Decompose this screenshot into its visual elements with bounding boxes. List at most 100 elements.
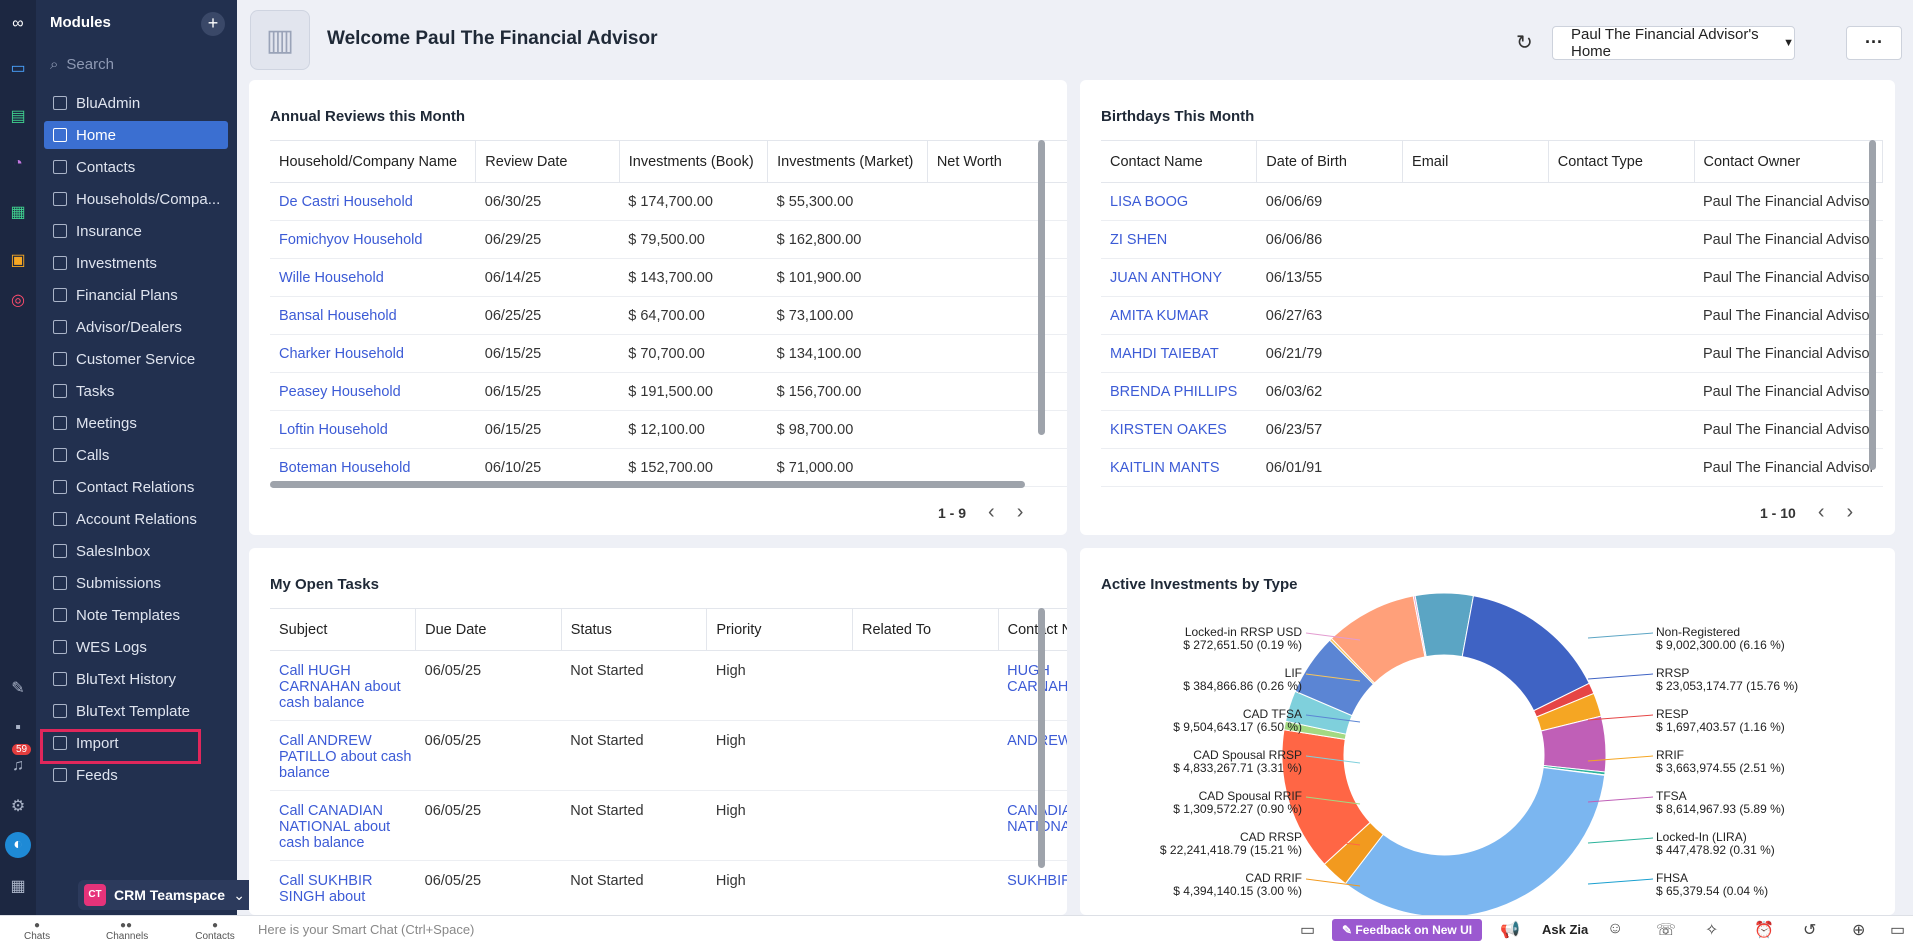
next-page-icon[interactable]: › bbox=[1846, 501, 1854, 523]
sidebar-item-salesinbox[interactable]: SalesInbox bbox=[44, 537, 228, 565]
table-row[interactable]: Peasey Household 06/15/25 $ 191,500.00 $ 15… bbox=[270, 372, 1067, 411]
sidebar-item-advisor-dealers[interactable]: Advisor/Dealers bbox=[44, 313, 228, 341]
history-icon[interactable]: ↺ bbox=[1803, 922, 1817, 939]
next-page-icon[interactable]: › bbox=[1016, 501, 1024, 523]
ask-zia-button[interactable]: Ask Zia bbox=[1542, 922, 1589, 937]
apps-grid-icon[interactable]: ▦ bbox=[10, 878, 26, 895]
home-selector[interactable]: Paul The Financial Advisor's Home ▼ bbox=[1552, 26, 1795, 60]
sidebar-item-contacts[interactable]: Contacts bbox=[44, 153, 228, 181]
teamspace-switcher[interactable]: CT CRM Teamspace ⌄ bbox=[78, 880, 257, 910]
record-link[interactable]: SUKHBIR bbox=[1007, 873, 1067, 889]
sidebar-item-blutext-template[interactable]: BluText Template bbox=[44, 697, 228, 725]
sidebar-item-note-templates[interactable]: Note Templates bbox=[44, 601, 228, 629]
chats-button[interactable]: ● Chats bbox=[24, 920, 50, 942]
column-header[interactable]: Contact N bbox=[998, 608, 1067, 651]
table-row[interactable]: Call ANDREW PATILLO about cash balance 06… bbox=[270, 720, 1067, 791]
megaphone-icon[interactable]: 📢 bbox=[1500, 922, 1520, 939]
column-header[interactable]: Contact Owner bbox=[1694, 140, 1883, 183]
call-icon[interactable]: ☏ bbox=[1656, 922, 1677, 939]
alarm-icon[interactable]: ⏰ bbox=[1754, 922, 1774, 939]
record-link[interactable]: KIRSTEN OAKES bbox=[1110, 421, 1227, 438]
contacts-button[interactable]: ● Contacts bbox=[195, 920, 235, 942]
sidebar-item-submissions[interactable]: Submissions bbox=[44, 569, 228, 597]
record-link[interactable]: Call SUKHBIR SINGH about bbox=[279, 873, 373, 905]
smart-chat-input[interactable]: Here is your Smart Chat (Ctrl+Space) bbox=[258, 922, 475, 937]
sidebar-item-wes-logs[interactable]: WES Logs bbox=[44, 633, 228, 661]
refresh-icon[interactable]: ↻ bbox=[1516, 32, 1533, 54]
table-row[interactable]: BRENDA PHILLIPS 06/03/62 Paul The Financia… bbox=[1101, 372, 1883, 411]
sidebar-item-contact-relations[interactable]: Contact Relations bbox=[44, 473, 228, 501]
table-row[interactable]: KIRSTEN OAKES 06/23/57 Paul The Financial … bbox=[1101, 410, 1883, 449]
cart-icon[interactable]: ▦ bbox=[10, 204, 26, 221]
table-row[interactable]: Call HUGH CARNAHAN about cash balance 06/… bbox=[270, 650, 1067, 721]
record-link[interactable]: BRENDA PHILLIPS bbox=[1110, 383, 1238, 400]
column-header[interactable]: Net Worth bbox=[927, 140, 1067, 183]
record-link[interactable]: LISA BOOG bbox=[1110, 193, 1189, 210]
column-header[interactable]: Related To bbox=[852, 608, 999, 651]
analytics-icon[interactable]: ▤ bbox=[10, 108, 26, 125]
sidebar-item-investments[interactable]: Investments bbox=[44, 249, 228, 277]
table-row[interactable]: MAHDI TAIEBAT 06/21/79 Paul The Financial … bbox=[1101, 334, 1883, 373]
sidebar-item-tasks[interactable]: Tasks bbox=[44, 377, 228, 405]
pie-icon[interactable]: ◔ bbox=[13, 155, 23, 172]
column-header[interactable]: Review Date bbox=[475, 140, 620, 183]
sidebar-item-insurance[interactable]: Insurance bbox=[44, 217, 228, 245]
record-link[interactable]: AMITA KUMAR bbox=[1110, 307, 1209, 324]
column-header[interactable]: Status bbox=[561, 608, 708, 651]
notes-icon[interactable]: ✎ bbox=[11, 680, 25, 697]
record-link[interactable]: JUAN ANTHONY bbox=[1110, 269, 1222, 286]
table-row[interactable]: De Castri Household 06/30/25 $ 174,700.00 $… bbox=[270, 182, 1067, 221]
zia-icon[interactable]: ✧ bbox=[1705, 922, 1719, 939]
column-header[interactable]: Investments (Market) bbox=[767, 140, 928, 183]
user-avatar[interactable]: ◐ bbox=[5, 832, 31, 858]
sidebar-item-import[interactable]: Import bbox=[44, 729, 228, 757]
record-link[interactable]: MAHDI TAIEBAT bbox=[1110, 345, 1219, 362]
sidebar-item-feeds[interactable]: Feeds bbox=[44, 761, 228, 789]
record-link[interactable]: KAITLIN MANTS bbox=[1110, 459, 1220, 476]
folder-icon[interactable]: ▭ bbox=[10, 60, 26, 77]
column-header[interactable]: Date of Birth bbox=[1256, 140, 1404, 183]
table-row[interactable]: Bansal Household 06/25/25 $ 64,700.00 $ 73,… bbox=[270, 296, 1067, 335]
record-link[interactable]: ZI SHEN bbox=[1110, 231, 1168, 248]
column-header[interactable]: Household/Company Name bbox=[270, 140, 477, 183]
table-row[interactable]: Fomichyov Household 06/29/25 $ 79,500.00 $ … bbox=[270, 220, 1067, 259]
screen-icon[interactable]: ▭ bbox=[1300, 922, 1316, 939]
record-link[interactable]: Boteman Household bbox=[279, 459, 411, 476]
accessibility-icon[interactable]: ⊕ bbox=[1852, 922, 1866, 939]
sidebar-item-financial-plans[interactable]: Financial Plans bbox=[44, 281, 228, 309]
column-header[interactable]: Contact Type bbox=[1548, 140, 1695, 183]
sidebar-item-home[interactable]: Home bbox=[44, 121, 228, 149]
column-header[interactable]: Email bbox=[1402, 140, 1549, 183]
sidebar-item-bluadmin[interactable]: BluAdmin bbox=[44, 89, 228, 117]
birthdays-vscroll[interactable] bbox=[1869, 140, 1876, 470]
calendar-icon[interactable]: ▪ bbox=[15, 719, 21, 736]
donut-slice[interactable] bbox=[1344, 766, 1606, 915]
sidebar-item-blutext-history[interactable]: BluText History bbox=[44, 665, 228, 693]
table-row[interactable]: Charker Household 06/15/25 $ 70,700.00 $ 13… bbox=[270, 334, 1067, 373]
column-header[interactable]: Investments (Book) bbox=[619, 140, 769, 183]
record-link[interactable]: Fomichyov Household bbox=[279, 231, 423, 248]
column-header[interactable]: Due Date bbox=[415, 608, 562, 651]
column-header[interactable]: Priority bbox=[706, 608, 853, 651]
record-link[interactable]: Peasey Household bbox=[279, 383, 401, 400]
sidebar-item-calls[interactable]: Calls bbox=[44, 441, 228, 469]
feedback-button[interactable]: ✎ Feedback on New UI bbox=[1332, 919, 1482, 941]
record-link[interactable]: Charker Household bbox=[279, 345, 404, 362]
table-row[interactable]: Boteman Household 06/10/25 $ 152,700.00 $ 7… bbox=[270, 448, 1067, 487]
record-link[interactable]: Call ANDREW PATILLO about cash balance bbox=[279, 733, 412, 781]
table-row[interactable]: KAITLIN MANTS 06/01/91 Paul The Financial … bbox=[1101, 448, 1883, 487]
bell-icon[interactable]: ♫ bbox=[12, 757, 24, 774]
store-icon[interactable]: ▣ bbox=[10, 252, 26, 269]
add-module-button[interactable]: + bbox=[201, 12, 225, 36]
record-link[interactable]: CANADIA NATIONA bbox=[1007, 803, 1067, 835]
table-row[interactable]: Wille Household 06/14/25 $ 143,700.00 $ 101… bbox=[270, 258, 1067, 297]
zoho-logo-icon[interactable]: ∞ bbox=[12, 15, 24, 32]
record-link[interactable]: Call HUGH CARNAHAN about cash balance bbox=[279, 663, 401, 711]
annual-reviews-vscroll[interactable] bbox=[1038, 140, 1045, 435]
settings-icon[interactable]: ⚙ bbox=[10, 798, 26, 815]
table-row[interactable]: JUAN ANTHONY 06/13/55 Paul The Financial A… bbox=[1101, 258, 1883, 297]
column-header[interactable]: Contact Name bbox=[1101, 140, 1258, 183]
sidebar-item-customer-service[interactable]: Customer Service bbox=[44, 345, 228, 373]
prev-page-icon[interactable]: ‹ bbox=[1817, 501, 1825, 523]
open-tasks-vscroll[interactable] bbox=[1038, 608, 1045, 868]
